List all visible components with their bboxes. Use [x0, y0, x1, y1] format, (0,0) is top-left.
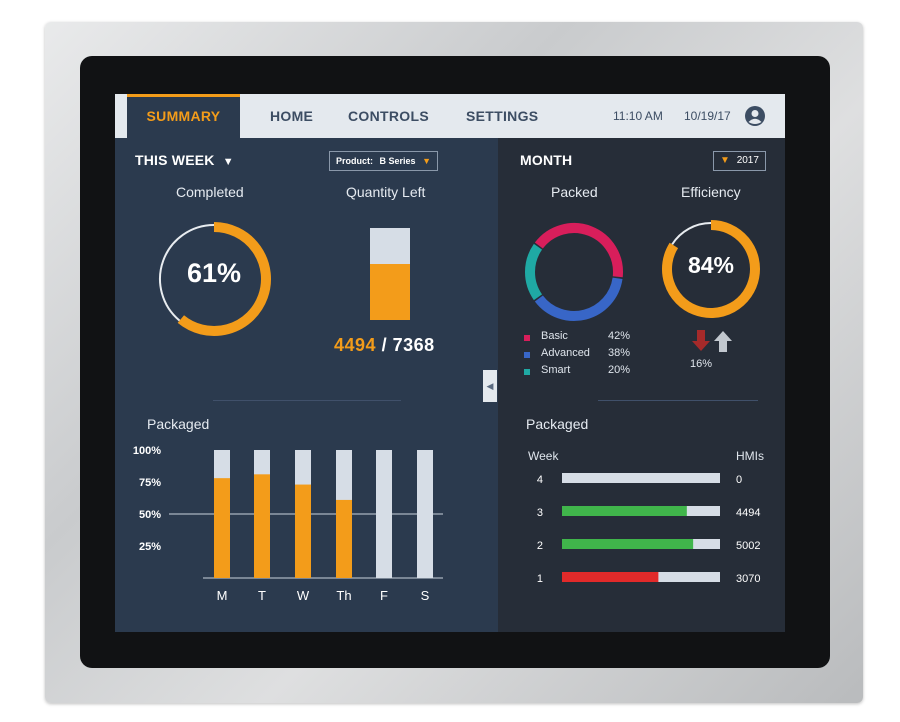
legend-value: 20%	[608, 364, 631, 376]
hbar	[562, 506, 687, 516]
x-tick-label: F	[380, 588, 388, 603]
legend-swatch	[524, 352, 530, 358]
legend-item: Smart 20%	[524, 364, 664, 378]
pie-slice	[534, 277, 623, 321]
user-circle-icon[interactable]	[744, 105, 766, 127]
legend-label: Basic	[541, 330, 568, 342]
collapse-panel-button[interactable]: ◀	[483, 370, 497, 402]
top-nav: SUMMARY HOME CONTROLS SETTINGS 11:10 AM …	[115, 94, 785, 138]
quantity-left-label: Quantity Left	[346, 184, 426, 200]
quantity-total: 7368	[392, 335, 435, 355]
bar	[214, 478, 230, 578]
efficiency-label: Efficiency	[681, 184, 741, 200]
legend-value: 38%	[608, 347, 631, 359]
packaged-title: Packaged	[526, 416, 589, 432]
section-divider	[598, 400, 758, 401]
hmi-value: 0	[736, 474, 742, 486]
month-label: MONTH	[520, 152, 573, 168]
packaged-title: Packaged	[147, 416, 210, 432]
quantity-separator: /	[381, 335, 388, 355]
x-tick-label: M	[217, 588, 228, 603]
x-tick-label: S	[421, 588, 430, 603]
week-label: 2	[537, 540, 543, 552]
hmi-value: 4494	[736, 507, 760, 519]
week-label: 4	[537, 474, 543, 486]
packed-label: Packed	[551, 184, 598, 200]
donut-track	[159, 224, 215, 322]
caret-down-icon: ▼	[720, 155, 730, 166]
hmis-column-header: HMIs	[736, 449, 764, 463]
legend-label: Advanced	[541, 347, 590, 359]
year-select[interactable]: ▼ 2017	[713, 151, 766, 171]
caret-down-icon: ▼	[222, 156, 234, 168]
packaged-bar-chart: 25% 50% 75% 100% M T W Th F S	[133, 445, 443, 603]
hbar	[562, 539, 694, 549]
hmi-screen: SUMMARY HOME CONTROLS SETTINGS 11:10 AM …	[115, 94, 785, 632]
donut-fill	[662, 220, 760, 318]
efficiency-donut	[662, 220, 760, 318]
quantity-left-gauge	[370, 228, 410, 320]
quantity-current: 4494	[334, 335, 377, 355]
week-label: 1	[537, 573, 543, 585]
x-tick-label: T	[258, 588, 266, 603]
arrow-up-icon	[714, 331, 732, 352]
quantity-left-fill	[370, 263, 410, 320]
quantity-readout: 4494 / 7368	[334, 335, 435, 356]
completed-label: Completed	[176, 184, 244, 200]
completed-value: 61%	[186, 258, 242, 288]
trend-arrows	[692, 330, 732, 352]
tab-home[interactable]: HOME	[270, 108, 314, 124]
weekly-panel: THIS WEEK ▼ Product: B Series ▼ Complete…	[115, 138, 498, 632]
bar-track	[376, 450, 392, 578]
efficiency-value: 84%	[687, 252, 735, 278]
bar	[254, 474, 270, 578]
packed-donut-chart	[525, 223, 623, 321]
y-tick-label: 50%	[139, 509, 161, 521]
y-tick-label: 25%	[139, 541, 161, 553]
period-selector[interactable]: THIS WEEK ▼	[135, 152, 234, 168]
product-value: B Series	[379, 156, 416, 166]
completed-donut	[159, 222, 271, 336]
week-label: 3	[537, 507, 543, 519]
bar	[336, 499, 352, 578]
product-prefix: Product:	[336, 156, 373, 166]
y-tick-label: 100%	[133, 445, 161, 457]
tab-settings[interactable]: SETTINGS	[466, 108, 539, 124]
legend-value: 42%	[608, 330, 631, 342]
section-divider	[213, 400, 401, 401]
legend-swatch	[524, 335, 530, 341]
period-label: THIS WEEK	[135, 152, 215, 168]
x-tick-label: Th	[336, 588, 351, 603]
legend-item: Advanced 38%	[524, 347, 664, 361]
legend-swatch	[524, 369, 530, 375]
arrow-down-icon	[692, 330, 710, 351]
clock-time: 11:10 AM	[613, 109, 663, 123]
bar	[295, 484, 311, 578]
year-value: 2017	[736, 155, 759, 166]
tab-controls[interactable]: CONTROLS	[348, 108, 429, 124]
monthly-panel: MONTH ▼ 2017 Packed Basic 42% Advanced 38% S…	[498, 138, 785, 632]
donut-track	[671, 222, 712, 245]
y-tick-label: 75%	[139, 477, 161, 489]
legend-label: Smart	[541, 364, 571, 376]
product-select[interactable]: Product: B Series ▼	[329, 151, 438, 171]
pie-slice	[525, 243, 543, 301]
efficiency-change: 16%	[690, 358, 713, 370]
packaged-hbar-chart: 4 0 3 4494 2 5002 1 3070	[537, 473, 760, 585]
donut-fill	[177, 222, 271, 336]
current-date: 10/19/17	[684, 109, 731, 123]
tab-summary[interactable]: SUMMARY	[127, 94, 240, 138]
chevron-left-icon: ◀	[486, 381, 494, 391]
hbar	[562, 572, 659, 582]
legend-item: Basic 42%	[524, 330, 664, 344]
caret-down-icon: ▼	[422, 156, 431, 166]
x-tick-label: W	[297, 588, 310, 603]
hmi-value: 3070	[736, 573, 760, 585]
pie-slice	[534, 223, 623, 278]
hmi-value: 5002	[736, 540, 760, 552]
hbar-track	[562, 473, 720, 483]
week-column-header: Week	[528, 449, 559, 463]
bar-track	[417, 450, 433, 578]
